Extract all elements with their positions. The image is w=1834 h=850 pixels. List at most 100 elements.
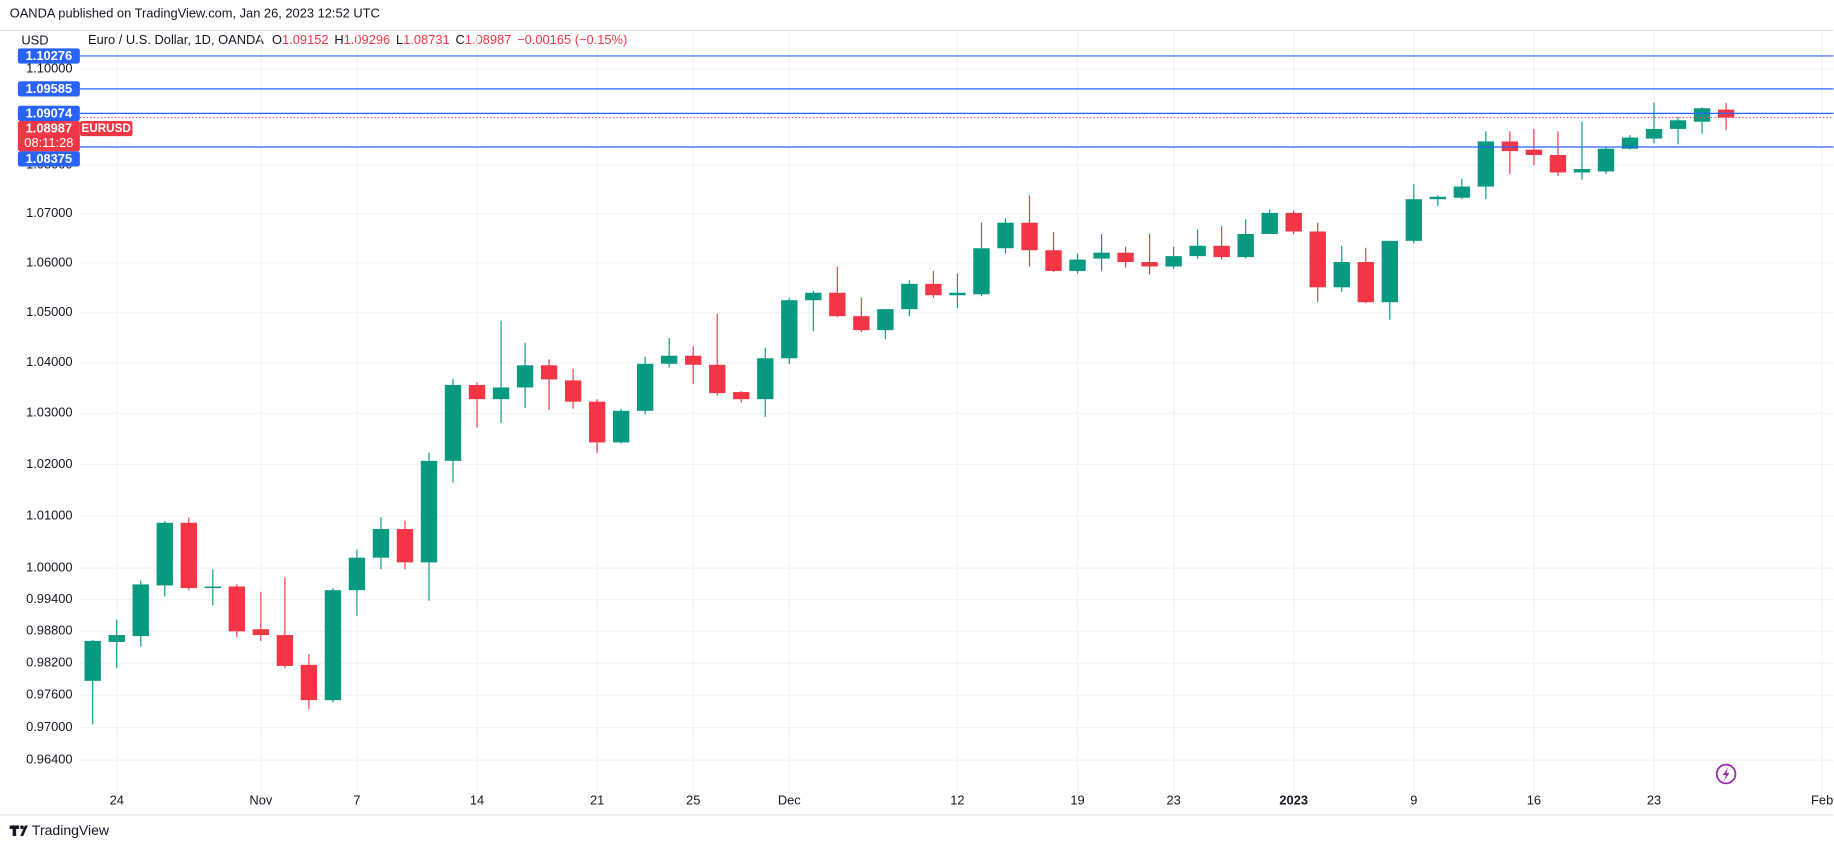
x-tick-label: 7 <box>353 792 360 807</box>
ohlc-letter: L <box>396 32 403 47</box>
candle-body <box>1045 250 1062 271</box>
candle-body <box>685 355 702 365</box>
ohlc-value: 1.08731 <box>403 32 449 47</box>
price-label-box <box>17 48 80 64</box>
candle-body <box>1285 212 1302 232</box>
x-tick-label: 24 <box>110 792 124 807</box>
instrument: Euro / U.S. Dollar, 1D, OANDA <box>88 32 264 47</box>
candle-body <box>805 292 822 301</box>
y-tick-label: 1.02000 <box>26 456 72 471</box>
candle-body <box>324 590 342 701</box>
bolt-icon[interactable] <box>1715 763 1737 785</box>
ohlc-letter: H <box>334 32 343 47</box>
last-price-label: 1.08987 <box>26 121 72 136</box>
candle-body <box>1693 108 1711 122</box>
candle-body <box>997 222 1014 249</box>
countdown: 08:11:28 <box>24 135 73 150</box>
candle-body <box>348 557 366 591</box>
x-tick-label: 21 <box>590 792 604 807</box>
x-tick-label: Feb <box>1811 792 1833 807</box>
change: −0.00165 (−0.15%) <box>517 32 627 47</box>
candle-body <box>1333 262 1350 288</box>
candle-body <box>372 529 390 558</box>
candle-body <box>468 384 486 400</box>
candle-body <box>661 355 678 364</box>
axis-unit: USD <box>21 32 48 47</box>
candle-body <box>829 292 846 317</box>
candle-body <box>1093 252 1110 259</box>
price-label-box <box>17 105 80 121</box>
candle-body <box>564 380 582 402</box>
price-label-box <box>17 151 80 167</box>
y-tick-label: 1.04000 <box>26 354 72 369</box>
ohlc-value: 1.09296 <box>344 32 390 47</box>
candle-body <box>781 300 798 359</box>
x-tick-label: 12 <box>950 792 964 807</box>
candle-body <box>1213 245 1230 258</box>
candle-body <box>1021 222 1038 251</box>
candle-body <box>1261 212 1278 234</box>
candle-body <box>276 635 294 666</box>
candle-body <box>516 365 534 388</box>
candle-body <box>709 364 726 394</box>
candle-body <box>949 292 966 296</box>
candle-body <box>1117 252 1134 263</box>
candle-body <box>1573 169 1591 173</box>
price-label-box <box>17 81 80 97</box>
candle-body <box>444 384 462 461</box>
candle-body <box>1165 256 1182 267</box>
y-tick-label: 0.98800 <box>26 623 72 638</box>
candle-body <box>396 529 414 563</box>
candle-body <box>733 392 750 400</box>
symbol-label: EURUSD <box>81 122 130 135</box>
y-tick-label: 0.96400 <box>26 751 72 766</box>
y-tick-label: 1.10000 <box>26 60 72 75</box>
candle-body <box>1357 262 1374 303</box>
y-tick-label: 1.03000 <box>26 405 72 420</box>
candle-body <box>1189 245 1206 257</box>
x-tick-label: 25 <box>686 792 700 807</box>
candle-body <box>636 363 654 411</box>
y-tick-label: 0.97000 <box>26 719 72 734</box>
attribution: OANDA published on TradingView.com, Jan … <box>10 5 380 20</box>
y-tick-label: 0.97600 <box>26 687 72 702</box>
candle-body <box>925 283 942 296</box>
x-tick-label: Nov <box>249 792 272 807</box>
ohlc-letter: C <box>456 32 465 47</box>
ohlc-value: 1.09152 <box>282 32 328 47</box>
candle-body <box>1549 154 1567 173</box>
candle-body <box>973 248 990 295</box>
x-tick-label: 23 <box>1647 792 1661 807</box>
logo: TradingView <box>9 822 110 838</box>
candle-body <box>420 460 438 563</box>
ohlc-letter: O <box>272 32 282 47</box>
ohlc-value: 1.08987 <box>465 32 511 47</box>
candle-body <box>1525 149 1543 155</box>
price-label: 1.10276 <box>26 48 72 63</box>
candle-body <box>1621 137 1639 149</box>
price-label: 1.08375 <box>26 151 72 166</box>
x-tick-label: 19 <box>1070 792 1084 807</box>
candle-body <box>853 316 870 331</box>
candle-body <box>1381 240 1398 303</box>
y-tick-label: 1.05000 <box>26 304 72 319</box>
price-label: 1.09585 <box>26 81 72 96</box>
candle-body <box>300 664 318 701</box>
y-tick-label: 1.01000 <box>26 507 72 522</box>
candle-body <box>1597 148 1615 172</box>
candle-body <box>132 584 149 637</box>
legend-text: Euro / U.S. Dollar, 1D, OANDA O1.09152 H1.… <box>88 32 627 47</box>
candle-body <box>1141 262 1158 267</box>
candle-body <box>1069 259 1086 271</box>
candle-body <box>1429 196 1447 200</box>
y-tick-label: 1.06000 <box>26 254 72 269</box>
x-tick-label: 23 <box>1166 792 1180 807</box>
candle-body <box>84 640 101 681</box>
y-tick-label: 1.00000 <box>26 560 72 575</box>
y-axis: 0.96400 0.97000 0.97600 0.98200 0.98800 0.994… <box>17 48 133 766</box>
x-tick-label: 14 <box>470 792 484 807</box>
candle-body <box>1453 186 1471 198</box>
symbol-box <box>79 120 133 137</box>
